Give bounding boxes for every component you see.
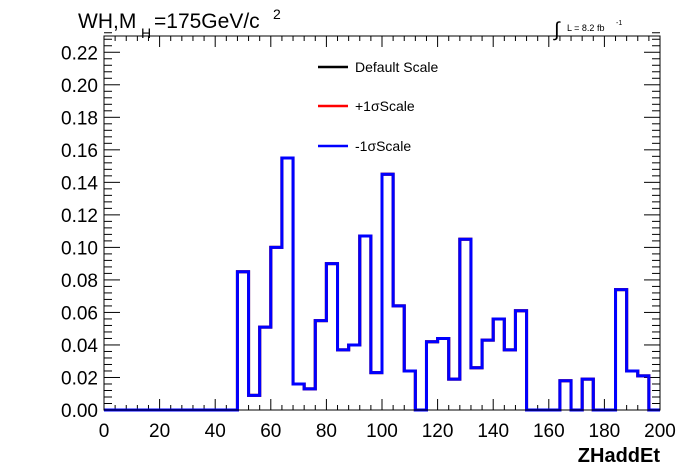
x-tick-label: 200 <box>644 421 676 442</box>
y-tick-label: 0.14 <box>61 173 98 194</box>
y-tick-label: 0.00 <box>61 401 98 422</box>
luminosity-exponent: -1 <box>616 20 622 27</box>
x-tick-label: 160 <box>533 421 565 442</box>
legend-label-plus1sigma: +1σScale <box>355 98 415 114</box>
x-tick-label: 20 <box>149 421 170 442</box>
x-tick-label: 60 <box>260 421 281 442</box>
legend: Default Scale +1σScale -1σScale <box>318 59 438 154</box>
y-tick-label: 0.02 <box>61 368 98 389</box>
y-tick-label: 0.16 <box>61 141 98 162</box>
legend-label-default: Default Scale <box>355 59 438 75</box>
luminosity-label: L = 8.2 fb <box>567 23 604 33</box>
x-tick-label: 80 <box>316 421 337 442</box>
axes: 0 20 40 60 80 100 120 140 160 180 200 0.00 0.02 0.04 0… <box>61 32 676 442</box>
x-axis-title: ZHaddEt <box>578 445 661 467</box>
y-tick-label: 0.04 <box>61 336 98 357</box>
header-power: 2 <box>273 6 281 22</box>
header-mass: =175GeV/c <box>154 10 260 33</box>
y-tick-label: 0.10 <box>61 238 98 259</box>
x-tick-label: 180 <box>589 421 621 442</box>
y-tick-label: 0.22 <box>61 43 98 64</box>
x-tick-label: 100 <box>366 421 398 442</box>
header-process: WH,M <box>78 10 136 33</box>
plot-frame <box>103 35 661 411</box>
series-line--1-scale <box>104 156 660 412</box>
x-tick-label: 140 <box>477 421 509 442</box>
y-tick-label: 0.20 <box>61 76 98 97</box>
x-tick-label: 40 <box>205 421 226 442</box>
y-tick-label: 0.06 <box>61 303 98 324</box>
y-tick-label: 0.12 <box>61 206 98 227</box>
x-tick-label: 0 <box>99 421 110 442</box>
x-tick-label: 120 <box>422 421 454 442</box>
y-tick-label: 0.08 <box>61 271 98 292</box>
luminosity-integral-symbol: ∫ <box>553 19 561 41</box>
legend-label-minus1sigma: -1σScale <box>355 138 411 154</box>
header-subscript: H <box>141 25 151 41</box>
series-layer <box>104 156 660 412</box>
y-tick-label: 0.18 <box>61 108 98 129</box>
